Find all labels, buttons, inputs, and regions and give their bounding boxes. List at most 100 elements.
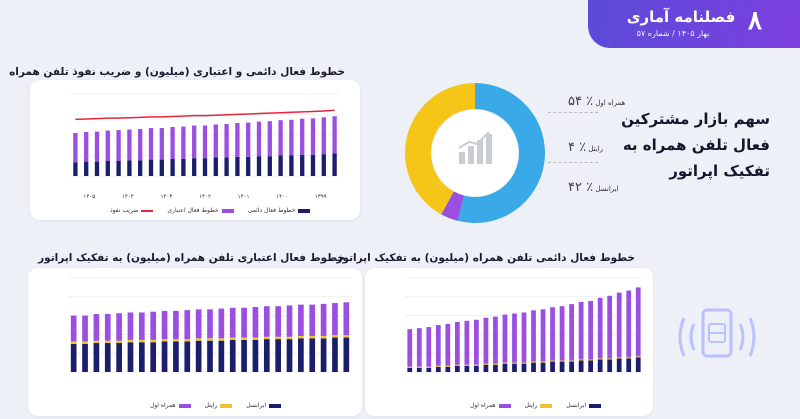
bar-segment [626, 357, 632, 359]
bar-segment [597, 358, 603, 360]
issue-label: بهار ۱۴۰۵ / شماره ۵۷ [636, 29, 710, 38]
bar-segment [550, 307, 555, 361]
bar-segment [502, 314, 508, 363]
bar-segment [116, 313, 122, 341]
bar-segment [435, 366, 441, 372]
bar-segment [195, 340, 202, 372]
bottom-right-panel [365, 268, 653, 416]
bar-permanent [246, 156, 251, 176]
bar-segment [616, 292, 622, 358]
bar-prepaid [73, 133, 78, 163]
bar-segment [416, 328, 422, 367]
bar-segment [426, 366, 432, 368]
bar-prepaid [224, 124, 229, 158]
bar-prepaid [278, 120, 283, 156]
bar-segment [343, 337, 350, 372]
bar-segment [521, 312, 527, 363]
bar-prepaid [321, 117, 326, 155]
bar-segment [275, 339, 281, 372]
bar-segment [626, 358, 632, 372]
bar-segment [82, 341, 88, 344]
legend-irancell-2: ایرانسل [566, 402, 602, 409]
bar-segment [464, 365, 470, 372]
bar-permanent [235, 156, 240, 176]
bar-permanent [267, 156, 272, 176]
bar-segment [218, 340, 225, 372]
bar-segment [635, 357, 641, 372]
bar-segment [173, 310, 179, 340]
bar-segment [184, 341, 191, 372]
bar-segment [127, 342, 134, 372]
year-label: ۱۴۰۱ [238, 194, 250, 200]
bar-segment [207, 309, 213, 339]
bar-segment [578, 302, 584, 360]
legend-irancell: ایرانسل [246, 402, 282, 409]
bar-segment [298, 335, 304, 339]
bar-prepaid [235, 123, 240, 157]
bar-segment [229, 307, 236, 338]
bar-segment [540, 361, 546, 363]
legend-rightel-2: رایتل [525, 402, 553, 409]
bar-segment [407, 329, 413, 367]
market-share-donut [405, 83, 545, 223]
bar-segment [161, 341, 168, 372]
bar-segment [502, 362, 508, 364]
bar-segment [343, 302, 350, 336]
bar-segment [241, 339, 247, 372]
bar-segment [493, 364, 498, 372]
bar-segment [93, 340, 100, 344]
bar-segment [407, 367, 413, 372]
legend-rightel: رایتل [205, 402, 233, 409]
bar-permanent [321, 154, 326, 176]
bar-segment [104, 314, 111, 341]
year-label: ۱۳۹۹ [315, 194, 327, 200]
bar-prepaid [332, 116, 337, 154]
bar-segment [173, 339, 179, 342]
legend-penetration: ضریب نفوذ [110, 207, 154, 214]
bar-segment [531, 361, 536, 363]
bottom-right-chart [405, 277, 643, 373]
donut-slice [405, 83, 475, 215]
bar-segment [445, 323, 451, 366]
bar-segment [93, 314, 100, 341]
bar-segment [597, 359, 603, 372]
bar-permanent [105, 160, 110, 176]
bar-segment [332, 337, 338, 372]
bar-segment [588, 360, 594, 372]
bar-permanent [202, 158, 208, 176]
bar-segment [320, 335, 327, 339]
bar-prepaid [148, 128, 154, 160]
bar-segment [483, 317, 489, 364]
bar-segment [332, 303, 338, 336]
bar-prepaid [300, 118, 305, 155]
share-label-irancell: ایرانسل [595, 185, 619, 193]
bottom-right-chart-title: خطوط فعال دائمی تلفن همراه (میلیون) به ت… [336, 252, 635, 264]
bar-segment [531, 362, 536, 372]
bar-prepaid [202, 125, 208, 159]
bar-prepaid [181, 126, 186, 159]
bar-segment [521, 362, 527, 364]
bar-segment [540, 362, 546, 372]
bar-segment [195, 338, 202, 341]
bar-segment [502, 363, 508, 372]
bar-segment [626, 290, 632, 358]
bar-permanent [332, 153, 337, 176]
bar-segment [286, 339, 293, 372]
bar-segment [218, 308, 225, 339]
sim-card-icon [678, 308, 756, 358]
legend-mci: همراه اول [150, 402, 191, 409]
share-row-rightel: ۴ ٪ رایتل [568, 140, 628, 155]
share-pct-rightel: ۴ ٪ [568, 140, 587, 155]
share-label-rightel: رایتل [588, 145, 604, 153]
bar-prepaid [116, 130, 121, 161]
bottom-left-chart [68, 277, 352, 373]
bar-segment [252, 337, 259, 340]
bar-segment [161, 339, 168, 342]
bar-segment [150, 339, 157, 343]
bar-prepaid [127, 129, 132, 161]
bar-prepaid [213, 124, 218, 158]
bar-segment [150, 311, 157, 340]
bar-segment [320, 303, 327, 336]
bar-segment [588, 300, 594, 360]
bar-segment [607, 358, 613, 360]
